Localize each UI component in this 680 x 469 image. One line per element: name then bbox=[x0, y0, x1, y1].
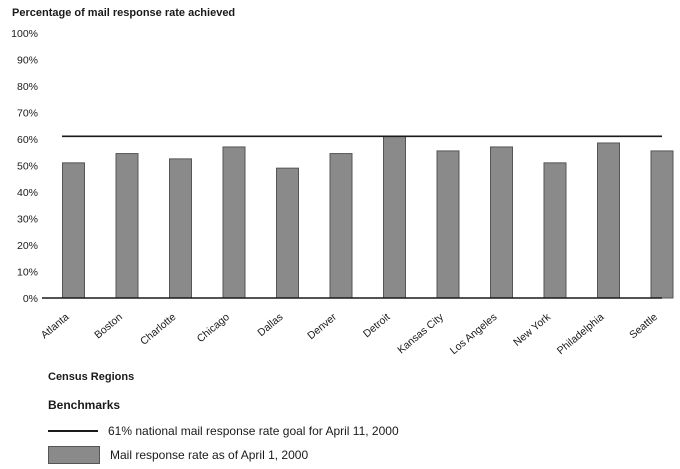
bar bbox=[597, 142, 620, 299]
legend-item-goal: 61% national mail response rate goal for… bbox=[48, 421, 399, 441]
x-tick-label: Detroit bbox=[361, 311, 392, 340]
y-tick-label: 30% bbox=[17, 214, 38, 226]
x-tick-label: Atlanta bbox=[39, 311, 72, 341]
x-tick-label: Denver bbox=[305, 311, 339, 342]
bar bbox=[329, 153, 353, 299]
y-tick-label: 40% bbox=[17, 187, 38, 199]
y-tick-label: 80% bbox=[17, 81, 38, 93]
goal-line-swatch bbox=[48, 430, 98, 432]
legend-item-response-rate: Mail response rate as of April 1, 2000 bbox=[48, 445, 399, 465]
x-tick-label: New York bbox=[511, 311, 553, 349]
y-axis-ticks: 0% 10% 20% 30% 40% 50% 60% 70% 80% 90% 100% bbox=[11, 28, 38, 305]
bar bbox=[62, 162, 85, 299]
x-tick-label: Los Angeles bbox=[448, 311, 500, 357]
legend-label-goal: 61% national mail response rate goal for… bbox=[108, 424, 399, 438]
x-axis-title: Census Regions bbox=[48, 371, 134, 383]
y-tick-label: 0% bbox=[23, 293, 38, 305]
bar bbox=[115, 153, 139, 299]
y-axis-title: Percentage of mail response rate achieve… bbox=[12, 7, 235, 19]
y-tick-label: 100% bbox=[11, 28, 38, 40]
bar bbox=[543, 162, 567, 299]
y-tick-label: 90% bbox=[17, 55, 38, 67]
x-tick-label: Dallas bbox=[255, 311, 285, 339]
x-tick-label: Seattle bbox=[627, 311, 660, 341]
legend-title: Benchmarks bbox=[48, 398, 121, 412]
x-tick-label: Kansas City bbox=[395, 311, 446, 357]
bar bbox=[276, 167, 299, 299]
bar bbox=[383, 135, 406, 299]
bar bbox=[436, 150, 460, 299]
y-tick-label: 50% bbox=[17, 161, 38, 173]
bar bbox=[222, 146, 246, 299]
x-tick-label: Charlotte bbox=[138, 311, 178, 348]
y-tick-label: 60% bbox=[17, 134, 38, 146]
bars bbox=[62, 135, 674, 299]
legend: Benchmarks 61% national mail response ra… bbox=[48, 398, 399, 469]
bar-chart: Percentage of mail response rate achieve… bbox=[11, 7, 674, 383]
x-tick-label: Philadelphia bbox=[555, 311, 607, 357]
x-axis-labels: Atlanta Boston Charlotte Chicago Dallas Denve… bbox=[39, 311, 660, 357]
bar bbox=[490, 146, 513, 299]
bar-swatch bbox=[48, 446, 100, 464]
legend-label-response-rate: Mail response rate as of April 1, 2000 bbox=[110, 448, 309, 462]
y-tick-label: 70% bbox=[17, 108, 38, 120]
y-tick-label: 20% bbox=[17, 240, 38, 252]
bar bbox=[650, 150, 674, 299]
y-tick-label: 10% bbox=[17, 267, 38, 279]
x-tick-label: Boston bbox=[92, 311, 125, 341]
bar bbox=[169, 158, 192, 299]
x-tick-label: Chicago bbox=[195, 311, 232, 345]
